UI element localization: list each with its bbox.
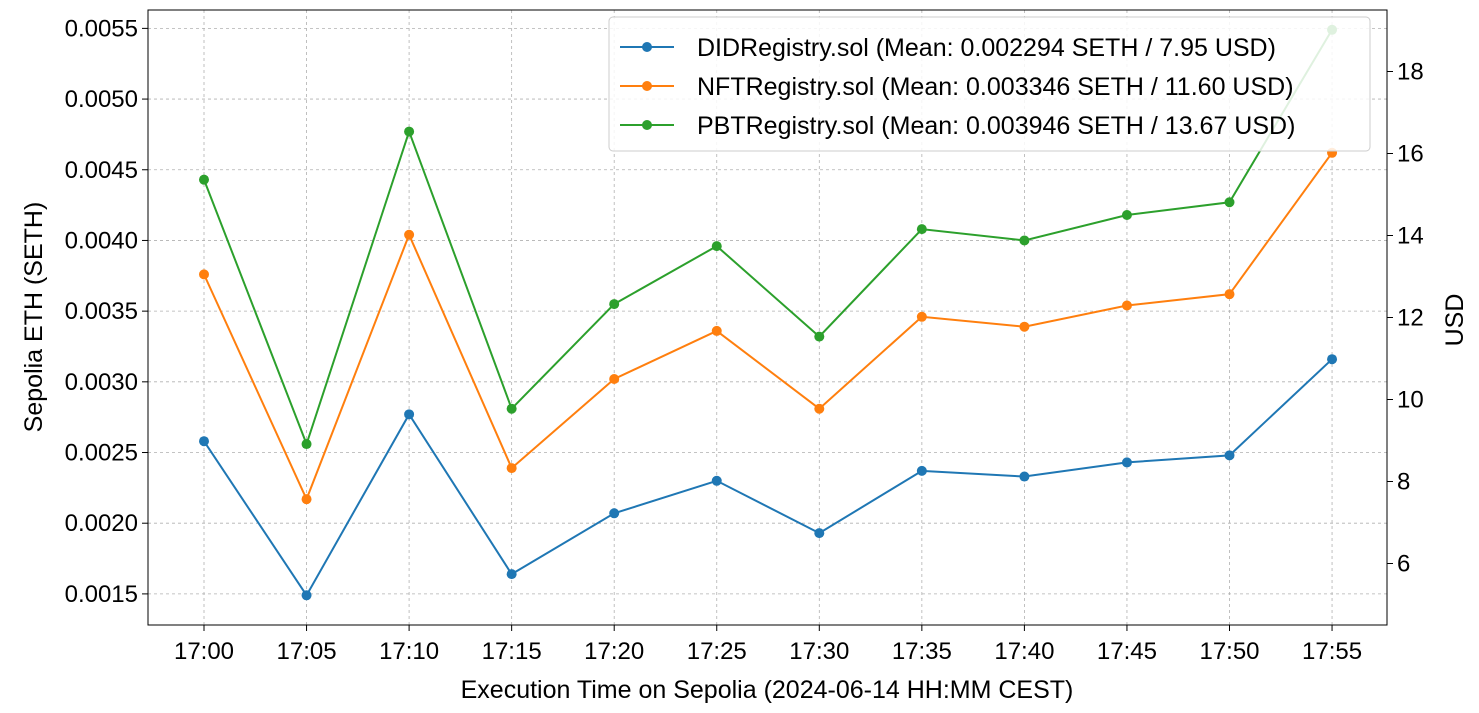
data-point — [1121, 210, 1132, 220]
y-tick-label-left: 0.0045 — [65, 157, 138, 184]
y-axis-label-left: Sepolia ETH (SETH) — [20, 202, 48, 433]
data-point — [609, 374, 620, 384]
y-tick-label-right: 14 — [1397, 223, 1424, 250]
data-point — [609, 299, 620, 310]
data-point — [301, 439, 312, 450]
data-point — [1224, 289, 1235, 300]
y-tick-label-right: 18 — [1397, 59, 1424, 86]
legend-marker — [642, 120, 652, 130]
y-tick-label-left: 0.0040 — [65, 227, 138, 254]
series-line — [203, 152, 1333, 502]
data-point — [301, 494, 312, 505]
data-point — [1327, 354, 1338, 365]
data-point — [711, 475, 722, 486]
series-line — [203, 358, 1333, 598]
data-point — [404, 409, 415, 420]
y-axis-label-right: USD — [1441, 294, 1469, 347]
data-point — [814, 403, 825, 414]
legend-marker — [642, 42, 652, 52]
data-point — [1019, 235, 1030, 246]
series-layer — [199, 24, 1338, 601]
data-point — [609, 508, 620, 519]
data-point — [711, 241, 722, 252]
data-point — [199, 269, 209, 280]
legend-label: PBTRegistry.sol (Mean: 0.003946 SETH / 1… — [697, 112, 1295, 140]
y-tick-label-right: 8 — [1397, 469, 1410, 496]
data-point — [404, 126, 415, 137]
legend-label: DIDRegistry.sol (Mean: 0.002294 SETH / 7… — [697, 34, 1276, 62]
x-axis: 17:00 17:05 17:10 17:15 17:20 17:25 17:30 17:35… — [174, 625, 1362, 665]
x-tick-label: 17:55 — [1302, 638, 1362, 665]
y-tick-label-left: 0.0050 — [65, 86, 138, 113]
data-point — [916, 465, 927, 476]
y-tick-label-left: 0.0030 — [65, 369, 138, 396]
x-tick-label: 17:20 — [584, 638, 644, 665]
data-point — [301, 590, 312, 601]
y-tick-label-left: 0.0015 — [65, 581, 138, 608]
x-tick-label: 17:10 — [379, 638, 439, 665]
y-tick-label-right: 16 — [1397, 141, 1424, 168]
data-point — [404, 229, 415, 240]
data-point — [199, 174, 209, 185]
data-point — [814, 528, 825, 539]
x-axis-label: Execution Time on Sepolia (2024-06-14 HH… — [461, 676, 1074, 704]
data-point — [711, 325, 722, 336]
data-point — [1224, 197, 1235, 208]
y-tick-label-right: 10 — [1397, 387, 1424, 414]
data-point — [814, 331, 825, 342]
x-tick-label: 17:35 — [892, 638, 952, 665]
legend: DIDRegistry.sol (Mean: 0.002294 SETH / 7… — [608, 16, 1371, 152]
data-point — [916, 311, 927, 322]
left-y-axis: 0.0015 0.0020 0.0025 0.0030 0.0035 0.0040 0.00… — [65, 15, 148, 608]
data-point — [1224, 450, 1235, 461]
data-point — [506, 463, 517, 474]
data-point — [916, 224, 927, 235]
series-line — [203, 29, 1333, 448]
x-tick-label: 17:05 — [277, 638, 337, 665]
x-tick-label: 17:00 — [174, 638, 234, 665]
data-point — [1121, 300, 1132, 311]
y-tick-label-left: 0.0035 — [65, 298, 138, 325]
x-tick-label: 17:45 — [1097, 638, 1157, 665]
x-tick-label: 17:30 — [789, 638, 849, 665]
data-point — [199, 436, 209, 447]
legend-label: NFTRegistry.sol (Mean: 0.003346 SETH / 1… — [697, 73, 1294, 101]
x-tick-label: 17:40 — [994, 638, 1054, 665]
data-point — [1019, 471, 1030, 482]
y-tick-label-left: 0.0020 — [65, 510, 138, 537]
y-tick-label-right: 6 — [1397, 551, 1410, 578]
legend-box — [608, 16, 1371, 152]
legend-marker — [642, 81, 652, 91]
data-point — [506, 403, 517, 414]
data-point — [1019, 321, 1030, 332]
data-point — [506, 569, 517, 580]
y-tick-label-left: 0.0025 — [65, 440, 138, 467]
x-tick-label: 17:50 — [1199, 638, 1259, 665]
x-tick-label: 17:15 — [482, 638, 542, 665]
x-tick-label: 17:25 — [687, 638, 747, 665]
right-y-axis: 6 8 10 12 14 16 18 — [1387, 59, 1424, 578]
y-tick-label-right: 12 — [1397, 305, 1424, 332]
y-tick-label-left: 0.0055 — [65, 15, 138, 42]
data-point — [1121, 457, 1132, 468]
